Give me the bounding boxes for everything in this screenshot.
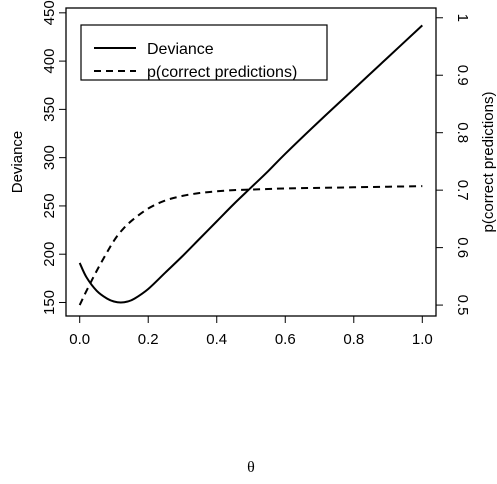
x-tick-label: 0.4 — [206, 331, 227, 348]
x-tick-label: 0.8 — [343, 331, 364, 348]
y-left-tick-label: 200 — [41, 242, 58, 267]
x-axis: 0.0 0.2 0.4 0.6 0.8 1.0 — [69, 315, 433, 348]
y-axis-left-title: Deviance — [9, 131, 26, 194]
y-left-tick-label: 350 — [41, 97, 58, 122]
y-left-tick-label: 400 — [41, 49, 58, 74]
x-axis-title: θ — [247, 459, 255, 476]
legend-label-deviance: Deviance — [147, 41, 214, 58]
x-tick-label: 0.0 — [69, 331, 90, 348]
x-tick-label: 1.0 — [412, 331, 433, 348]
legend: Deviance p(correct predictions) — [80, 24, 328, 81]
y-right-tick-label: 0.5 — [454, 295, 471, 316]
series-line-p-correct — [78, 185, 423, 306]
x-tick-label: 0.6 — [275, 331, 296, 348]
y-axis-left: 150 200 250 300 350 400 450 — [41, 0, 67, 315]
y-right-tick-label: 0.8 — [454, 122, 471, 143]
series-layer — [78, 24, 423, 306]
y-left-tick-label: 450 — [41, 0, 58, 25]
legend-label-p-correct: p(correct predictions) — [147, 64, 297, 81]
series-line-deviance — [78, 24, 423, 304]
y-right-tick-label: 0.6 — [454, 237, 471, 258]
y-axis-right-title: p(correct predictions) — [480, 92, 497, 233]
y-right-tick-label: 0.9 — [454, 65, 471, 86]
y-left-tick-label: 300 — [41, 145, 58, 170]
y-axis-right: 0.5 0.6 0.7 0.8 0.9 1 — [435, 14, 471, 316]
x-tick-label: 0.2 — [138, 331, 159, 348]
y-left-tick-label: 150 — [41, 290, 58, 315]
y-right-tick-label: 0.7 — [454, 180, 471, 201]
y-left-tick-label: 250 — [41, 193, 58, 218]
y-right-tick-label: 1 — [454, 14, 471, 22]
